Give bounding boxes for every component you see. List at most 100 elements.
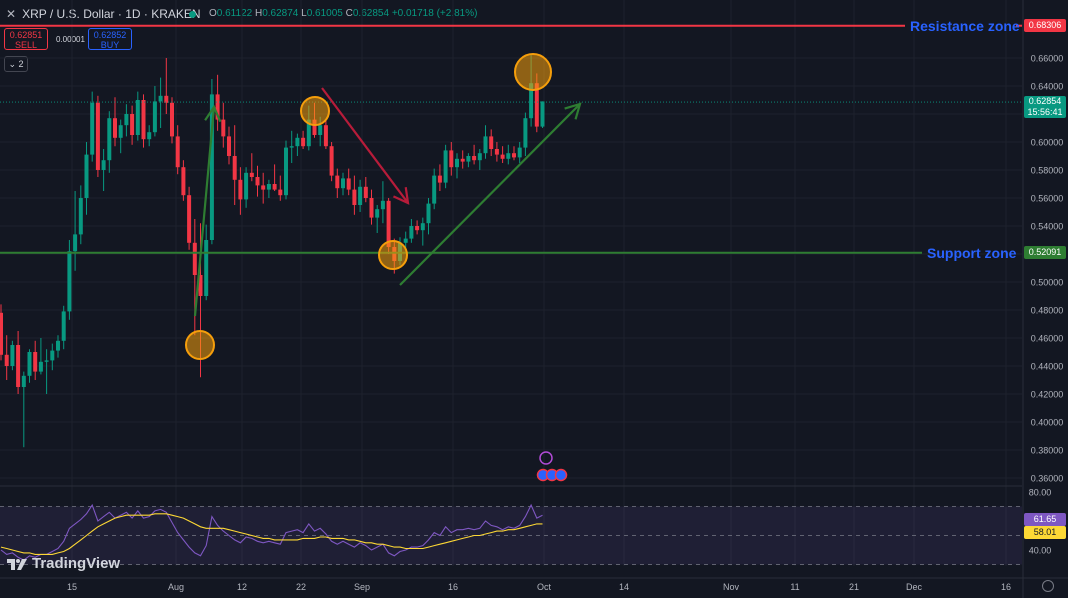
candle-body <box>21 375 26 387</box>
candle-body <box>363 186 368 198</box>
candle-body <box>50 350 55 361</box>
rsi-ma-line <box>0 513 543 555</box>
support-zone-label: Support zone <box>927 245 1017 261</box>
candle-body <box>517 147 522 158</box>
close-icon[interactable]: ✕ <box>6 7 17 21</box>
candle-body <box>403 238 408 243</box>
uptrend-arrow-2-head <box>564 102 582 120</box>
candle-body <box>489 136 494 149</box>
uptrend-arrow-1 <box>193 106 216 317</box>
candle-body <box>477 153 482 161</box>
high-value: 0.62874 <box>262 8 299 19</box>
candle-body <box>284 147 288 196</box>
candle-body <box>181 167 186 196</box>
candle-body <box>534 83 539 127</box>
candle-body <box>512 153 516 158</box>
downtrend-arrow <box>321 87 409 204</box>
market-open-dot-icon <box>189 11 196 18</box>
candle-body <box>16 345 21 387</box>
spread-value: 0.00001 <box>56 35 85 44</box>
resistance-zone-label: Resistance zone <box>910 18 1020 34</box>
date-tick-label: Sep <box>354 582 370 592</box>
candle-body <box>460 158 465 162</box>
indicator-count: 2 <box>18 59 24 69</box>
close-label: C <box>345 8 353 19</box>
indicators-toggle[interactable]: ⌄ 2 <box>4 56 28 72</box>
axes: 0.660000.640000.620000.600000.580000.560… <box>67 54 1063 593</box>
date-tick-label: 11 <box>790 582 799 592</box>
candle-body <box>118 125 123 138</box>
rsi-tick-label: 40.00 <box>1029 546 1052 556</box>
uptrend-arrow-1-head <box>204 104 222 123</box>
tradingview-logo-icon <box>7 559 27 570</box>
candle-body <box>483 136 488 154</box>
price-tick-label: 0.58000 <box>1031 166 1064 176</box>
candle-body <box>238 179 243 200</box>
candle-body <box>266 184 271 190</box>
sell-label: SELL <box>14 40 38 50</box>
candle-body <box>215 94 220 120</box>
gear-icon[interactable] <box>1042 580 1054 592</box>
candle-body <box>227 136 231 156</box>
candle-body <box>78 198 83 235</box>
lightning-event-icon <box>539 451 553 465</box>
candle-body <box>426 203 431 224</box>
candle-body <box>261 185 266 190</box>
uptrend-arrow-2 <box>399 103 581 286</box>
buy-button[interactable]: 0.62852 BUY <box>88 28 132 50</box>
candle-body <box>152 101 157 133</box>
open-label: O <box>209 8 217 19</box>
low-label: L <box>301 8 307 19</box>
candle-body <box>312 119 317 135</box>
candle-body <box>187 195 192 243</box>
candle-body <box>147 132 152 140</box>
candle-body <box>455 158 459 168</box>
date-tick-label: Aug <box>168 582 184 592</box>
candle-body <box>10 345 15 366</box>
price-tick-label: 0.48000 <box>1031 306 1064 316</box>
rsi-tick-label: 80.00 <box>1029 488 1052 498</box>
candle-body <box>318 125 323 135</box>
candle-body <box>175 136 180 168</box>
price-tick-label: 0.36000 <box>1031 474 1064 484</box>
candle-body <box>198 275 203 296</box>
price-tick-label: 0.38000 <box>1031 446 1064 456</box>
candle-body <box>358 186 363 205</box>
sell-button[interactable]: 0.62851 SELL <box>4 28 48 50</box>
last-price: 0.62854 <box>1028 96 1062 106</box>
date-tick-label: 21 <box>849 582 859 592</box>
last-price-badge: 0.62854 15:56:41 <box>1024 96 1066 118</box>
highlight-circle <box>300 96 330 126</box>
highlight-circle <box>185 330 215 360</box>
candle-body <box>0 312 3 355</box>
ohlc-readout: O0.61122 H0.62874 L0.61005 C0.62854 +0.0… <box>209 8 477 19</box>
candle-body <box>449 150 454 168</box>
price-tick-label: 0.44000 <box>1031 362 1064 372</box>
candle-body <box>130 114 135 135</box>
candle-body <box>95 102 100 170</box>
candle-body <box>529 83 534 119</box>
symbol-title[interactable]: ✕ XRP / U.S. Dollar · 1D · KRAKEN <box>6 7 201 21</box>
candle-body <box>494 149 499 155</box>
candle-body <box>472 156 477 161</box>
candle-body <box>141 100 146 140</box>
chart-header: ✕ XRP / U.S. Dollar · 1D · KRAKEN O0.6112… <box>0 0 1068 26</box>
candle-body <box>164 95 169 103</box>
candle-body <box>380 200 385 210</box>
highlight-circle <box>514 53 552 91</box>
candle-body <box>466 156 471 162</box>
candle-body <box>386 200 391 247</box>
candle-body <box>113 118 117 138</box>
candle-body <box>255 177 260 186</box>
candle-body <box>249 172 254 177</box>
candle-body <box>335 175 340 189</box>
price-tick-label: 0.54000 <box>1031 222 1064 232</box>
price-tick-label: 0.56000 <box>1031 194 1064 204</box>
candles <box>0 55 545 448</box>
economic-event-flag-icon <box>554 468 568 482</box>
date-tick-label: Dec <box>906 582 923 592</box>
candle-body <box>67 251 72 312</box>
candle-body <box>101 160 106 170</box>
candle-body <box>295 137 300 147</box>
